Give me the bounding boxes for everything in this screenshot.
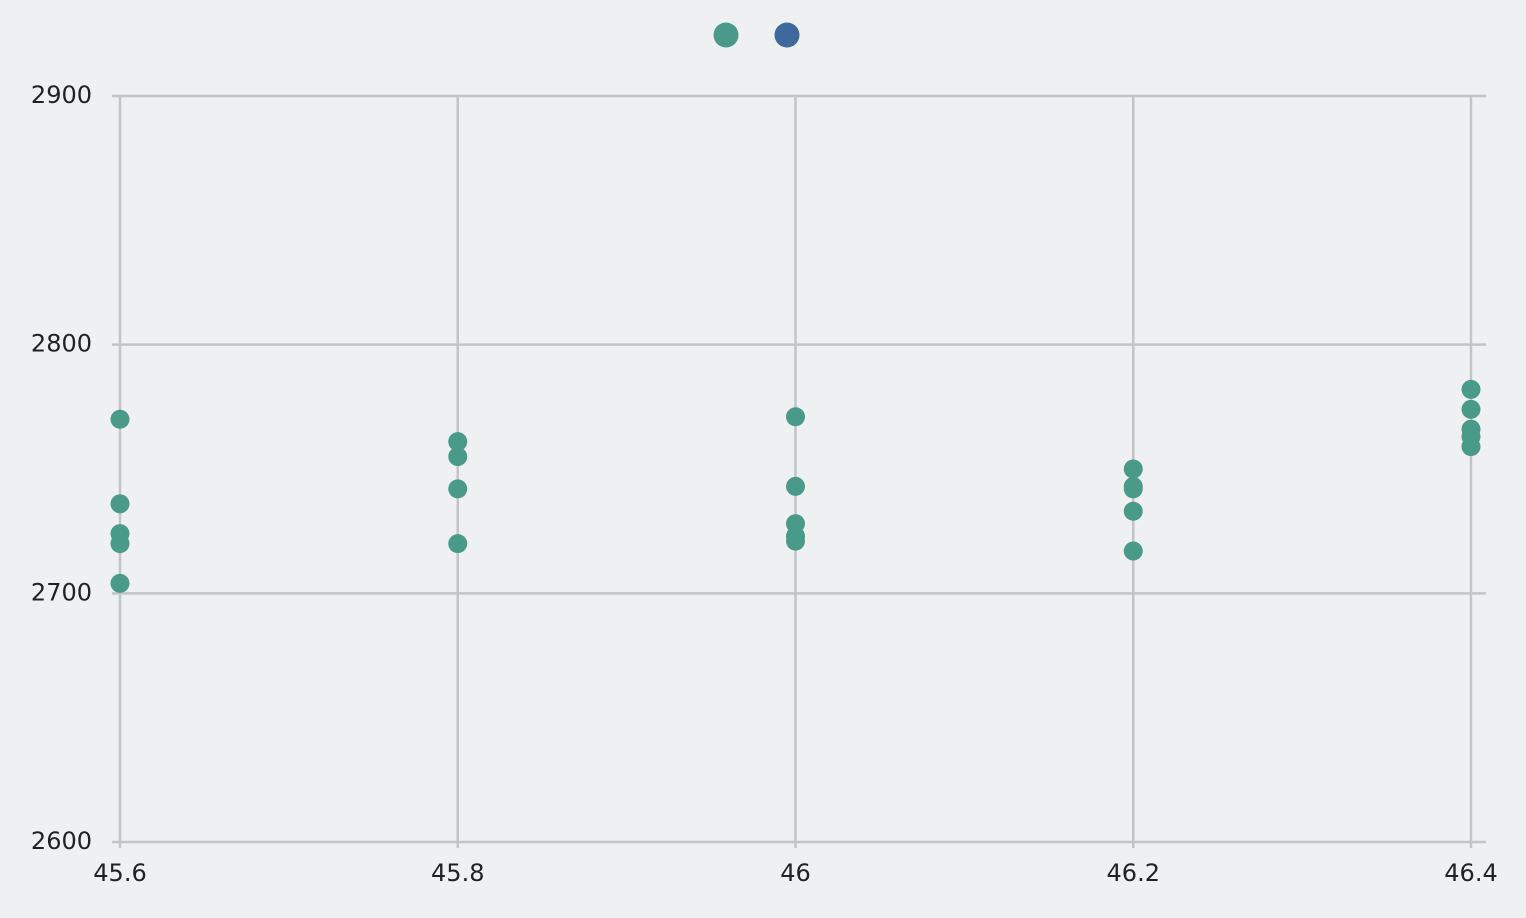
point — [1123, 501, 1143, 521]
point — [786, 407, 805, 427]
point — [1461, 437, 1481, 457]
point — [110, 409, 130, 429]
point — [448, 432, 468, 452]
point — [448, 447, 468, 467]
x-tick-label: 46.2 — [1107, 859, 1160, 887]
x-tick-label: 45.8 — [431, 859, 484, 887]
y-tick-label: 2600 — [31, 827, 92, 855]
legend-marker — [774, 22, 800, 48]
point — [448, 534, 468, 554]
point — [1123, 479, 1143, 499]
point — [1461, 379, 1481, 399]
x-tick-label: 46 — [780, 859, 811, 887]
y-tick-label: 2700 — [31, 578, 92, 606]
y-tick-label: 2900 — [31, 81, 92, 109]
point — [110, 494, 130, 514]
x-tick-label: 46.4 — [1444, 859, 1497, 887]
point — [1461, 399, 1481, 419]
point — [448, 479, 468, 499]
point — [110, 534, 130, 554]
point — [1123, 459, 1143, 479]
y-tick-label: 2800 — [31, 330, 92, 358]
point — [110, 573, 130, 593]
x-tick-label: 45.6 — [93, 859, 146, 887]
legend-marker — [713, 22, 739, 48]
point — [786, 476, 805, 496]
point — [786, 531, 805, 551]
point — [1123, 541, 1143, 561]
